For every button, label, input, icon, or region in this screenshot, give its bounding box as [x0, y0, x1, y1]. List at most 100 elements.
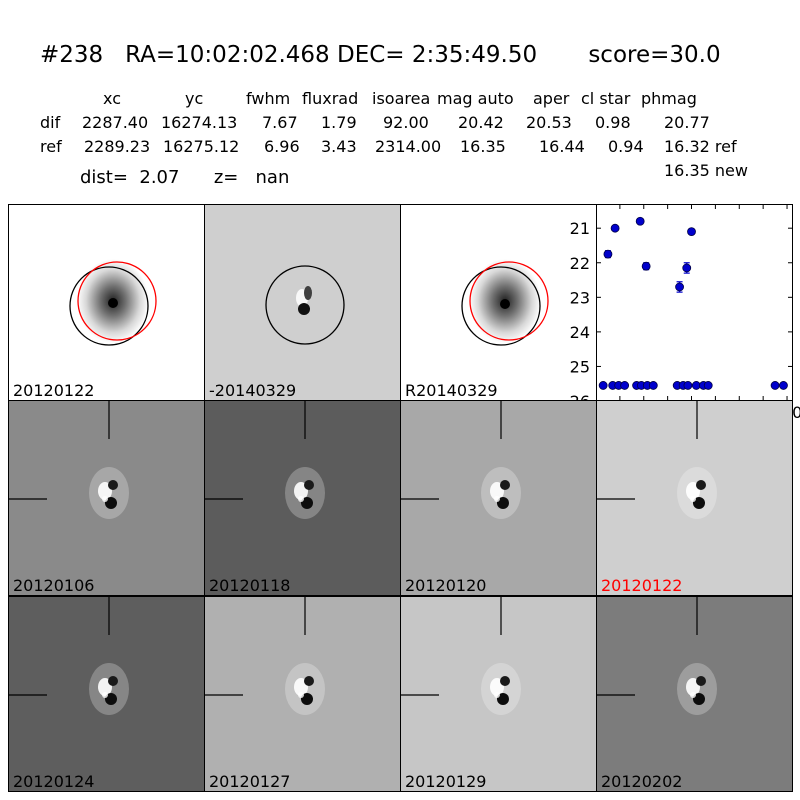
epoch-label: 20120124 — [13, 772, 95, 791]
black-aperture-circle — [265, 265, 345, 345]
data-point — [620, 381, 630, 390]
source-core — [693, 693, 705, 705]
col-header-isoarea: isoarea — [372, 89, 431, 108]
epoch-label: 20120129 — [405, 772, 487, 791]
light-curve-panel: 212223242526−20020406080100120 — [570, 204, 800, 422]
negative-lobe — [696, 676, 706, 686]
data-point — [610, 223, 620, 233]
epoch-cutout-image — [401, 597, 596, 791]
dist-line: dist= 2.07 z= nan — [80, 167, 289, 188]
stamp-label: -20140329 — [209, 381, 297, 400]
header-line: #238 RA=10:02:02.468 DEC= 2:35:49.50 sco… — [40, 42, 721, 68]
bright-knot — [102, 496, 108, 502]
red-aperture-circle — [77, 261, 157, 341]
epoch-cutout: 20120127 — [204, 596, 401, 792]
bright-knot — [494, 496, 500, 502]
row-label-ref: ref — [40, 137, 62, 156]
ref-mag-auto: 16.35 — [460, 137, 506, 156]
bright-knot — [690, 496, 696, 502]
epoch-cutout: 20120124 — [8, 596, 205, 792]
z-value: z= nan — [213, 167, 290, 188]
bright-knot — [102, 692, 108, 698]
epoch-cutout-image — [597, 401, 792, 595]
epoch-cutout-image — [597, 597, 792, 791]
dist-value: dist= 2.07 — [80, 167, 180, 188]
data-point — [635, 216, 645, 226]
data-point — [603, 249, 613, 259]
stamp-template-image — [9, 205, 204, 400]
epoch-cutout-image — [9, 597, 204, 791]
epoch-cutout-image — [205, 401, 400, 595]
data-point — [770, 381, 780, 390]
epoch-cutout: 20120118 — [204, 400, 401, 596]
source-core — [693, 497, 705, 509]
stamp-label: R20140329 — [405, 381, 498, 400]
y-tick-label: 24 — [570, 323, 590, 342]
bright-knot — [298, 496, 304, 502]
bright-knot — [690, 692, 696, 698]
stamp-reference: R20140329 — [400, 204, 597, 401]
negative-lobe — [500, 480, 510, 490]
black-aperture-circle — [461, 266, 541, 346]
dif-xc: 2287.40 — [82, 113, 149, 132]
epoch-label: 20120120 — [405, 576, 487, 595]
data-point — [641, 261, 651, 271]
epoch-cutout-image — [205, 597, 400, 791]
data-point — [703, 381, 713, 390]
col-header-phmag: phmag — [641, 89, 697, 108]
dif-fwhm: 7.67 — [262, 113, 298, 132]
epoch-cutout: 20120202 — [596, 596, 793, 792]
col-header-yc: yc — [185, 89, 204, 108]
col-header-xc: xc — [103, 89, 121, 108]
dif-phmag: 20.77 — [664, 113, 710, 132]
epoch-label: 20120127 — [209, 772, 291, 791]
epoch-cutout-image — [9, 401, 204, 595]
y-tick-label: 22 — [570, 254, 590, 273]
source-core — [497, 497, 509, 509]
source-core — [301, 497, 313, 509]
ref-phmag: 16.32 ref — [664, 137, 737, 156]
phmag-new: 16.35 new — [664, 161, 748, 180]
dec-value: DEC= 2:35:49.50 — [337, 42, 538, 68]
epoch-cutout: 20120106 — [8, 400, 205, 596]
dif-aper: 20.53 — [526, 113, 572, 132]
negative-lobe — [304, 676, 314, 686]
stamp-template: 20120122 — [8, 204, 205, 401]
data-point — [598, 381, 608, 390]
negative-lobe — [304, 480, 314, 490]
col-header-aper: aper — [533, 89, 570, 108]
stamp-difference-image — [205, 205, 400, 400]
col-header-mag-auto: mag auto — [437, 89, 514, 108]
ref-isoarea: 2314.00 — [375, 137, 442, 156]
black-aperture-circle — [69, 266, 149, 346]
epoch-label: 20120202 — [601, 772, 683, 791]
bright-knot — [298, 692, 304, 698]
data-point — [687, 227, 696, 237]
epoch-cutout: 20120120 — [400, 400, 597, 596]
nucleus — [108, 298, 118, 308]
nucleus — [500, 299, 510, 309]
negative-lobe — [500, 676, 510, 686]
source-core — [105, 497, 117, 509]
ra-value: RA=10:02:02.468 — [125, 42, 330, 68]
negative-lobe — [696, 480, 706, 490]
ref-xc: 2289.23 — [84, 137, 151, 156]
light-curve-chart: 212223242526−20020406080100120 — [570, 204, 800, 422]
dif-fluxrad: 1.79 — [321, 113, 357, 132]
epoch-label: 20120106 — [13, 576, 95, 595]
epoch-cutout-image — [401, 401, 596, 595]
dif-mag-auto: 20.42 — [458, 113, 504, 132]
data-point — [683, 381, 693, 390]
dif-yc: 16274.13 — [161, 113, 238, 132]
bright-knot — [494, 692, 500, 698]
data-point — [682, 263, 692, 273]
y-tick-label: 25 — [570, 357, 590, 376]
negative-lobe — [108, 480, 118, 490]
source-core — [105, 693, 117, 705]
score-value: score=30.0 — [588, 42, 721, 68]
dif-isoarea: 92.00 — [383, 113, 429, 132]
ref-yc: 16275.12 — [163, 137, 240, 156]
plot-frame — [596, 204, 793, 401]
ref-cl-star: 0.94 — [608, 137, 644, 156]
red-aperture-circle — [469, 261, 549, 341]
